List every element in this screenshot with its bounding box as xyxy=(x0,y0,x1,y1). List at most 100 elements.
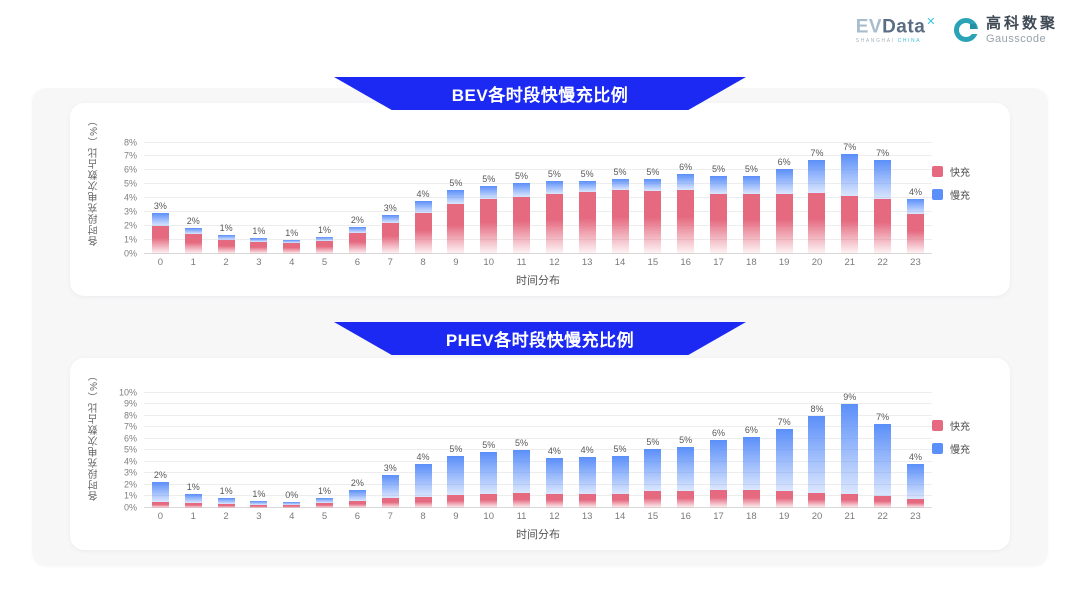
bar-column-9: 5% xyxy=(439,143,472,254)
fast-charge-segment xyxy=(151,225,169,254)
slow-charge-segment xyxy=(906,463,924,500)
fast-charge-segment xyxy=(742,490,760,508)
bar-column-19: 6% xyxy=(768,143,801,254)
gausscode-logo: 高科数聚 Gausscode xyxy=(953,15,1058,45)
bar-column-1: 1% xyxy=(177,393,210,508)
y-tick-label: 2% xyxy=(123,479,137,489)
phev-chart: 各时段充电次数占比（%） 0% 1% 2% 3% 4% 5% 6% 7% 8% 9% 10% 2% 1%… xyxy=(70,358,1010,550)
gridline: 7% xyxy=(124,151,932,160)
legend-swatch-icon xyxy=(932,443,943,454)
x-tick-label: 21 xyxy=(844,510,856,522)
gridline: 3% xyxy=(124,207,932,216)
fast-charge-segment xyxy=(644,191,662,254)
phev-chart-title: PHEV各时段快慢充比例 xyxy=(445,331,635,350)
fast-charge-segment xyxy=(775,491,793,508)
slow-charge-segment xyxy=(611,178,629,191)
x-tick-label: 7 xyxy=(387,510,393,522)
y-tick-label: 8% xyxy=(123,137,137,147)
legend-swatch-icon xyxy=(932,165,943,177)
x-tick-label: 6 xyxy=(354,256,361,268)
bar-column-16: 5% xyxy=(669,393,702,508)
gridline: 5% xyxy=(124,445,932,454)
x-tick-label: 19 xyxy=(778,510,790,522)
fast-charge-segment xyxy=(611,493,629,508)
legend-label: 慢充 xyxy=(950,445,970,456)
bar-column-4: 1% xyxy=(275,143,308,254)
bev-chart-card: 各时段充电次数占比（%） 0% 1% 2% 3% 4% 5% 6% 7% 8% 3% 2% 1% 1% 1… xyxy=(70,103,1010,296)
phev-chart-title-banner: PHEV各时段快慢充比例 xyxy=(334,322,746,355)
slow-charge-segment xyxy=(709,439,727,491)
slow-charge-segment xyxy=(841,153,859,197)
bar-total-label: 5% xyxy=(547,169,561,180)
bev-chart-title: BEV各时段快慢充比例 xyxy=(451,86,629,105)
x-tick-label: 8 xyxy=(420,256,426,268)
y-tick-label: 5% xyxy=(123,178,137,189)
fast-charge-segment xyxy=(381,222,399,254)
gridline: 1% xyxy=(124,235,932,244)
gridline: 1% xyxy=(124,491,932,500)
x-tick-label: 17 xyxy=(713,256,724,268)
bar-total-label: 5% xyxy=(449,443,463,454)
bar-column-20: 8% xyxy=(801,393,834,508)
bar-column-15: 5% xyxy=(636,393,669,508)
fast-charge-segment xyxy=(513,197,531,254)
bev-x-axis-ticks: 0 1 2 3 4 5 6 7 8 9 10 11 12 13 14 15 16 17 18 19 20 21 22 23 xyxy=(144,254,932,268)
fast-charge-segment xyxy=(348,500,366,508)
bar-column-0: 2% xyxy=(144,393,177,508)
legend-item-慢充[interactable]: 慢充 xyxy=(932,187,1004,202)
bar-total-label: 4% xyxy=(580,444,594,455)
slow-charge-segment xyxy=(480,452,498,494)
gridline: 2% xyxy=(124,480,932,489)
fast-charge-segment xyxy=(348,232,366,254)
y-tick-label: 4% xyxy=(123,456,137,466)
bar-column-13: 4% xyxy=(571,393,604,508)
x-tick-label: 2 xyxy=(223,510,229,522)
bar-total-label: 1% xyxy=(219,486,233,497)
x-tick-label: 4 xyxy=(289,256,295,268)
bar-column-6: 2% xyxy=(341,393,374,508)
phev-chart-card: 各时段充电次数占比（%） 0% 1% 2% 3% 4% 5% 6% 7% 8% 9% 10% 2% 1%… xyxy=(70,358,1010,550)
gridline: 0% xyxy=(124,249,932,258)
bar-column-2: 1% xyxy=(210,143,243,254)
gridline: 9% xyxy=(124,399,932,408)
x-tick-label: 5 xyxy=(321,510,328,522)
gridline: 6% xyxy=(124,165,932,174)
bar-column-14: 5% xyxy=(604,143,637,254)
slow-charge-segment xyxy=(480,185,498,199)
gridline: 3% xyxy=(124,468,932,477)
y-tick-label: 7% xyxy=(123,150,137,161)
phev-y-axis-title: 各时段充电次数占比（%） xyxy=(88,369,100,501)
fast-charge-segment xyxy=(513,492,531,508)
slow-charge-segment xyxy=(677,446,695,492)
x-tick-label: 15 xyxy=(647,510,659,522)
x-tick-label: 16 xyxy=(680,510,691,522)
slow-charge-segment xyxy=(808,415,826,493)
gridline: 4% xyxy=(124,193,932,202)
legend-item-慢充[interactable]: 慢充 xyxy=(932,441,1004,456)
fast-charge-segment xyxy=(808,492,826,508)
slow-charge-segment xyxy=(545,181,563,194)
bar-total-label: 5% xyxy=(613,166,627,177)
fast-charge-segment xyxy=(808,193,826,254)
slow-charge-segment xyxy=(217,498,235,505)
phev-legend: 快充慢充 xyxy=(932,358,1004,542)
x-tick-label: 23 xyxy=(910,510,921,522)
bar-total-label: 0% xyxy=(285,490,299,501)
gridline: 0% xyxy=(124,503,932,512)
bar-total-label: 7% xyxy=(810,147,824,158)
evdata-wordmark: EVData✕ xyxy=(856,16,936,36)
x-tick-label: 14 xyxy=(614,510,626,522)
slow-charge-segment xyxy=(348,490,366,501)
legend-item-快充[interactable]: 快充 xyxy=(932,418,1004,433)
slow-charge-segment xyxy=(906,199,924,214)
bar-total-label: 5% xyxy=(646,436,660,447)
slow-charge-segment xyxy=(283,240,301,244)
y-tick-label: 8% xyxy=(123,410,137,420)
bar-total-label: 7% xyxy=(843,141,857,152)
bar-column-5: 1% xyxy=(308,393,341,508)
evdata-tagline: SHANGHAI CHINA xyxy=(855,37,922,44)
gridline: 10% xyxy=(119,388,932,397)
legend-item-快充[interactable]: 快充 xyxy=(932,164,1004,179)
slow-charge-segment xyxy=(250,238,268,242)
